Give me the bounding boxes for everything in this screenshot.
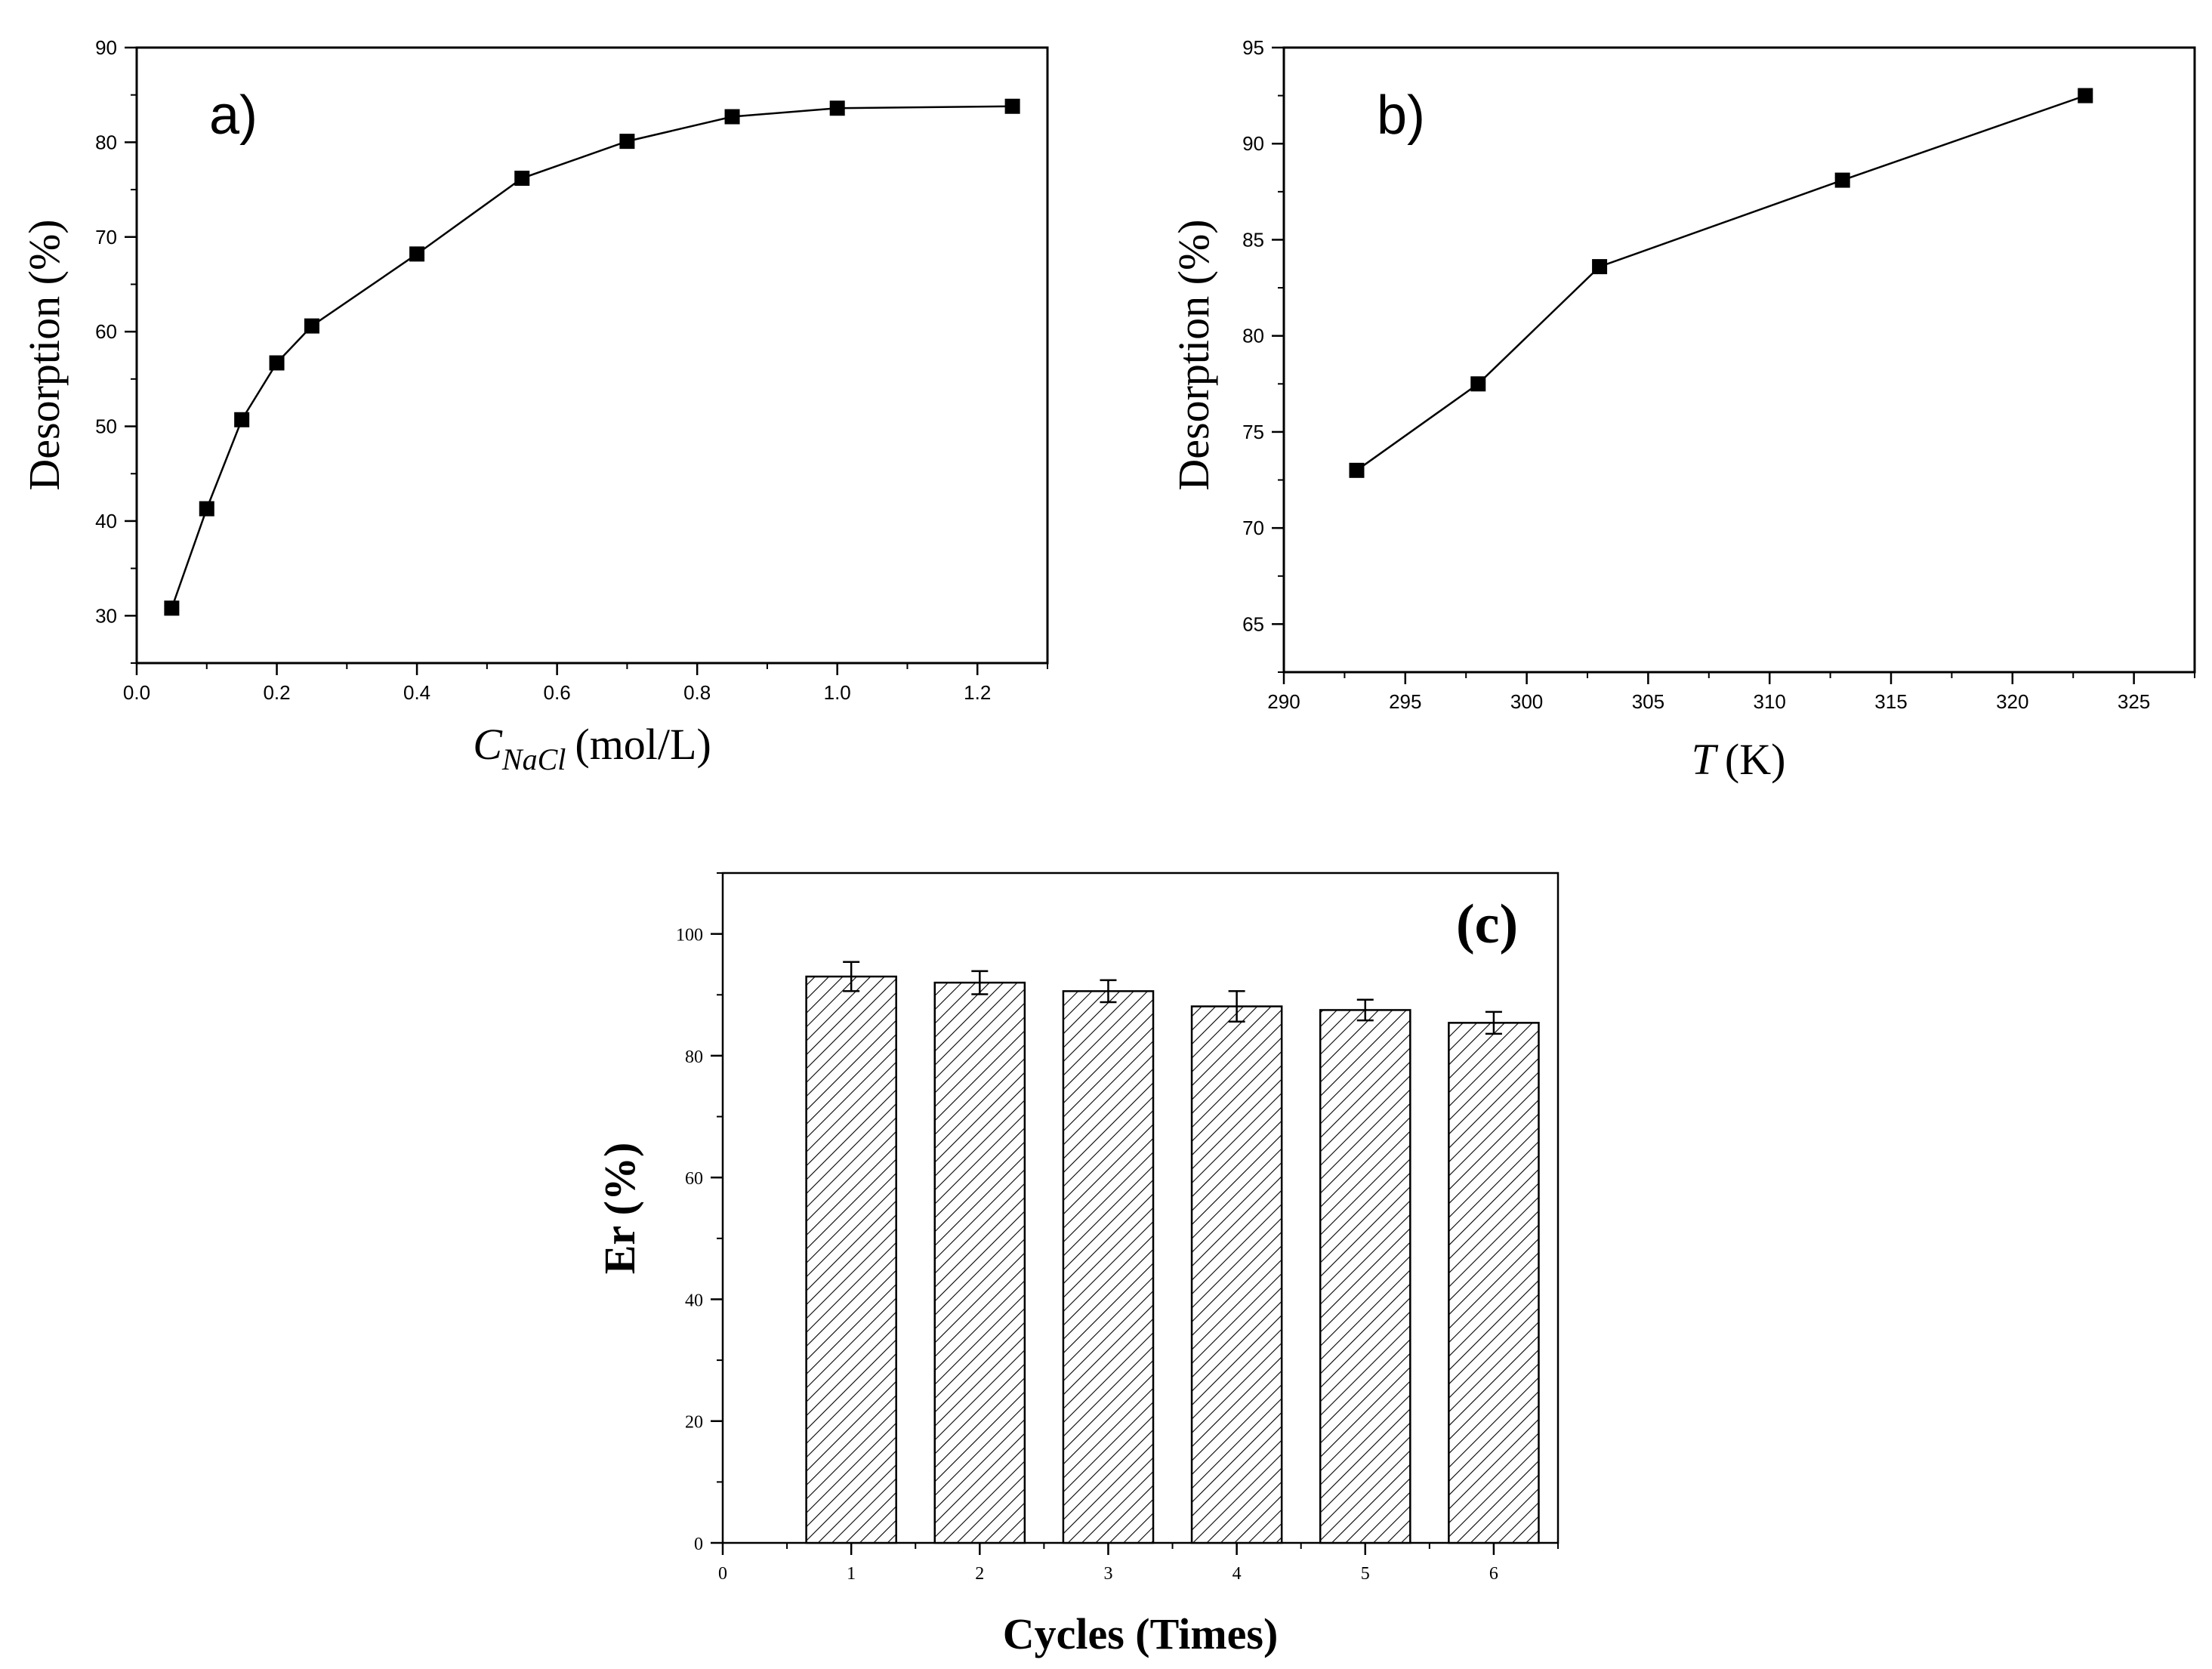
b-y-tick-label: 70 <box>1242 517 1264 539</box>
panel-b-x-symbol: T <box>1692 735 1719 784</box>
c-x-tick-label: 0 <box>718 1564 727 1584</box>
c-x-tick-label: 1 <box>847 1564 856 1584</box>
panel-c-y-ticks: 0 20 40 60 80 100 <box>676 872 723 1554</box>
a-y-tick-label: 60 <box>95 320 117 343</box>
a-x-tick-label: 0.4 <box>403 681 430 704</box>
a-y-tick-label: 40 <box>95 510 117 532</box>
b-data-point <box>1834 172 1850 188</box>
c-y-tick-label: 40 <box>685 1291 703 1310</box>
b-data-point <box>1592 259 1608 275</box>
b-y-tick-label: 95 <box>1242 36 1264 59</box>
panel-a-y-axis-label: Desorption (%) <box>20 219 69 490</box>
a-data-point <box>199 501 214 517</box>
a-data-point <box>724 109 740 125</box>
a-x-tick-label: 0.0 <box>123 681 150 704</box>
b-x-tick-label: 290 <box>1267 690 1300 713</box>
panel-b-markers <box>1349 88 2093 478</box>
b-y-tick-label: 80 <box>1242 325 1264 347</box>
a-y-tick-label: 90 <box>95 36 117 59</box>
panel-a-y-ticks: 30 40 50 60 70 80 90 <box>95 36 137 664</box>
panel-b-x-unit: (K) <box>1725 735 1786 784</box>
a-y-tick-label: 30 <box>95 604 117 627</box>
a-data-point <box>829 100 845 116</box>
panel-a-series-line <box>171 105 1013 609</box>
panel-c-x-ticks: 0 1 2 3 4 5 6 <box>718 1543 1559 1584</box>
c-bar <box>1448 1022 1540 1544</box>
panel-a-x-ticks: 0.0 0.2 0.4 0.6 0.8 1.0 1.2 <box>123 663 1048 704</box>
b-x-tick-label: 325 <box>2118 690 2150 713</box>
b-x-tick-label: 310 <box>1754 690 1786 713</box>
a-x-tick-label: 1.2 <box>964 681 991 704</box>
a-x-tick-label: 0.8 <box>683 681 711 704</box>
a-data-point <box>1004 98 1020 114</box>
a-y-tick-label: 70 <box>95 226 117 248</box>
b-x-tick-label: 315 <box>1874 690 1907 713</box>
panel-a-x-unit: (mol/L) <box>575 720 711 769</box>
a-data-point <box>409 246 425 262</box>
panel-c-er-vs-cycles: 0 1 2 3 4 5 6 0 20 40 60 80 100 (c) Er (%) Cycles (… <box>595 872 1560 1658</box>
c-y-tick-label: 60 <box>685 1169 703 1189</box>
panel-a-frame <box>135 46 1049 665</box>
b-x-tick-label: 300 <box>1510 690 1543 713</box>
b-x-tick-label: 320 <box>1996 690 2028 713</box>
c-bar <box>1062 990 1155 1544</box>
panel-c-y-axis-label: Er (%) <box>595 1143 644 1275</box>
c-y-tick-label: 20 <box>685 1413 703 1433</box>
panel-c-label: (c) <box>1456 893 1518 955</box>
c-y-tick-label: 100 <box>676 926 703 946</box>
panel-a-markers <box>164 98 1020 616</box>
c-x-tick-label: 3 <box>1103 1564 1112 1584</box>
a-x-tick-label: 0.6 <box>544 681 571 704</box>
b-y-tick-label: 90 <box>1242 132 1264 155</box>
c-bar <box>1319 1009 1411 1544</box>
a-data-point <box>514 171 530 187</box>
panel-b-x-axis-label: T (K) <box>1692 735 1786 784</box>
panel-c-x-axis-label: Cycles (Times) <box>1003 1609 1279 1658</box>
a-data-point <box>304 318 319 334</box>
b-data-point <box>2078 88 2093 103</box>
c-y-tick-label: 80 <box>685 1047 703 1067</box>
panel-a-label: a) <box>209 85 258 146</box>
b-data-point <box>1470 376 1486 392</box>
c-x-tick-label: 5 <box>1361 1564 1370 1584</box>
panel-a-x-symbol: C <box>473 720 503 769</box>
panel-a-x-axis-label: CNaCl (mol/L) <box>473 720 711 776</box>
panel-a-x-subscript: NaCl <box>501 742 566 776</box>
panel-b-y-axis-label: Desorption (%) <box>1169 219 1218 490</box>
a-data-point <box>234 412 250 427</box>
b-x-tick-label: 295 <box>1389 690 1421 713</box>
panel-b-y-ticks: 65 70 75 80 85 90 95 <box>1242 36 1284 673</box>
panel-b-desorption-vs-temperature: 290 295 300 305 310 315 320 325 65707580859095 … <box>1169 36 2196 784</box>
a-data-point <box>619 134 635 150</box>
c-bar <box>933 981 1026 1544</box>
a-y-tick-label: 80 <box>95 131 117 153</box>
c-y-tick-label: 0 <box>694 1535 703 1554</box>
a-data-point <box>269 355 285 371</box>
panel-b-frame <box>1282 46 2196 674</box>
b-y-tick-label: 65 <box>1242 612 1264 635</box>
c-bar <box>1190 1005 1283 1544</box>
a-data-point <box>164 600 180 616</box>
panel-c-bars <box>805 961 1540 1544</box>
c-x-tick-label: 6 <box>1489 1564 1498 1584</box>
panel-b-label: b) <box>1377 85 1425 146</box>
b-data-point <box>1349 462 1365 478</box>
panel-b-x-ticks: 290 295 300 305 310 315 320 325 <box>1267 672 2195 713</box>
c-x-tick-label: 4 <box>1232 1564 1242 1584</box>
a-x-tick-label: 1.0 <box>824 681 851 704</box>
a-x-tick-label: 0.2 <box>263 681 290 704</box>
panel-b-series-line <box>1356 94 2086 471</box>
b-y-tick-label: 75 <box>1242 421 1264 443</box>
b-y-tick-label: 85 <box>1242 228 1264 251</box>
c-bar <box>805 975 897 1544</box>
a-y-tick-label: 50 <box>95 415 117 438</box>
c-x-tick-label: 2 <box>975 1564 984 1584</box>
b-x-tick-label: 305 <box>1632 690 1664 713</box>
